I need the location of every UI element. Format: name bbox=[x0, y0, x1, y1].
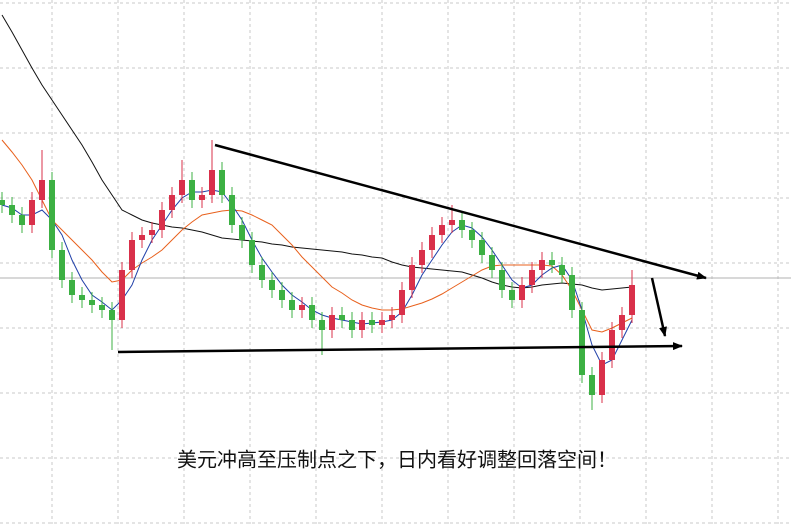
candle-body bbox=[579, 310, 585, 375]
candle-body bbox=[489, 255, 495, 270]
candle-body bbox=[219, 170, 225, 195]
candle-body bbox=[49, 180, 55, 250]
candle-body bbox=[479, 240, 485, 255]
candle-body bbox=[529, 270, 535, 285]
candle-body bbox=[0, 200, 5, 205]
candle-body bbox=[619, 315, 625, 330]
moving-average bbox=[1, 139, 633, 333]
candle-body bbox=[19, 215, 25, 225]
moving-average bbox=[1, 14, 633, 291]
candle-body bbox=[379, 320, 385, 325]
candle-body bbox=[459, 220, 465, 230]
candle-body bbox=[629, 285, 635, 315]
candle-body bbox=[199, 195, 205, 200]
candle-body bbox=[339, 315, 345, 320]
candle-body bbox=[9, 205, 15, 215]
candle-body bbox=[369, 320, 375, 325]
candle-body bbox=[129, 240, 135, 270]
candle-body bbox=[179, 180, 185, 195]
candle-body bbox=[99, 305, 105, 310]
candle-body bbox=[569, 275, 575, 310]
candle-body bbox=[589, 375, 595, 395]
candle-body bbox=[169, 195, 175, 210]
plot bbox=[0, 14, 635, 410]
down-arrow bbox=[650, 277, 667, 337]
candle-body bbox=[449, 220, 455, 225]
candle-body bbox=[519, 285, 525, 300]
candle-body bbox=[609, 330, 615, 360]
candle-body bbox=[69, 280, 75, 295]
candle-body bbox=[289, 300, 295, 310]
resistance-line bbox=[214, 143, 707, 280]
candle-body bbox=[389, 315, 395, 320]
candle-body bbox=[549, 260, 555, 265]
candle-body bbox=[309, 305, 315, 320]
candle-body bbox=[349, 320, 355, 330]
candle-body bbox=[329, 315, 335, 330]
candle-body bbox=[189, 180, 195, 200]
candle-body bbox=[359, 320, 365, 330]
candle-body bbox=[299, 305, 305, 310]
candle-body bbox=[59, 250, 65, 280]
candle-body bbox=[39, 180, 45, 200]
candle-body bbox=[539, 260, 545, 270]
caption: 美元冲高至压制点之下，日内看好调整回落空间！ bbox=[177, 448, 617, 472]
candle-body bbox=[509, 290, 515, 300]
candle-body bbox=[439, 225, 445, 235]
candle-body bbox=[599, 360, 605, 395]
candle-body bbox=[409, 265, 415, 290]
candle-body bbox=[399, 290, 405, 315]
candle-body bbox=[89, 300, 95, 305]
candle-body bbox=[249, 240, 255, 265]
candle-body bbox=[429, 235, 435, 250]
candle-body bbox=[239, 225, 245, 240]
trend-lines bbox=[117, 143, 707, 354]
candle-body bbox=[139, 235, 145, 240]
moving-average bbox=[1, 189, 633, 366]
candle-body bbox=[159, 210, 165, 230]
candle-body bbox=[119, 270, 125, 320]
candle-body bbox=[559, 265, 565, 275]
candle-body bbox=[499, 270, 505, 290]
candle-body bbox=[419, 250, 425, 265]
candle-body bbox=[469, 230, 475, 240]
support-line bbox=[117, 342, 683, 354]
candle-body bbox=[259, 265, 265, 280]
candle-body bbox=[109, 310, 115, 320]
candle-body bbox=[269, 280, 275, 290]
candle-body bbox=[209, 170, 215, 195]
candle-body bbox=[229, 195, 235, 225]
candle-body bbox=[29, 200, 35, 225]
candle-body bbox=[149, 230, 155, 235]
candle-body bbox=[279, 290, 285, 300]
candle-body bbox=[319, 320, 325, 330]
candle-body bbox=[79, 295, 85, 300]
